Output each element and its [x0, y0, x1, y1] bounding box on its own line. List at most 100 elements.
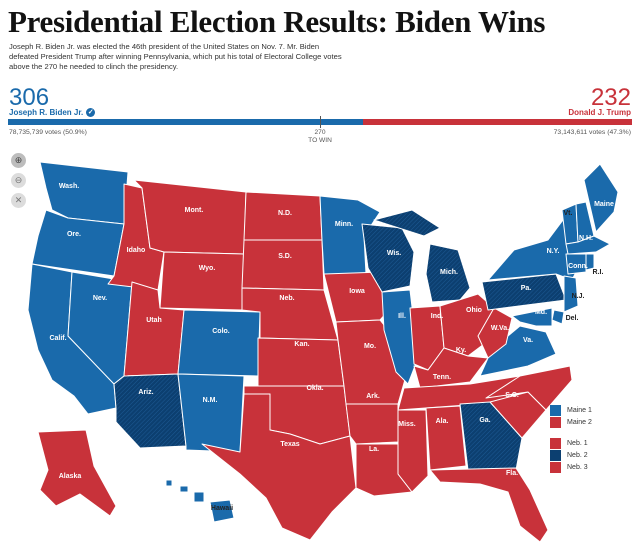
state-label-md: Md.	[535, 309, 547, 316]
state-label-il: Ill.	[398, 313, 406, 320]
state-label-nm: N.M.	[203, 397, 218, 404]
state-label-mo: Mo.	[364, 343, 376, 350]
state-label-ny: N.Y.	[547, 248, 560, 255]
state-label-ia: Iowa	[349, 288, 365, 295]
state-label-fl: Fla.	[506, 470, 518, 477]
state-label-de: Del.	[566, 315, 579, 322]
state-label-wa: Wash.	[59, 183, 79, 190]
state-fl[interactable]	[429, 467, 549, 542]
biden-bar-segment	[8, 119, 363, 125]
check-icon: ✓	[86, 108, 96, 117]
zoom-out-button[interactable]: ⊖	[11, 173, 26, 188]
state-mt[interactable]	[133, 179, 247, 255]
state-label-or: Ore.	[67, 231, 81, 238]
split-vote-legend: Maine 1 Maine 2 Neb. 1 Neb. 2 Neb. 3	[550, 404, 632, 473]
state-label-in: Ind.	[431, 313, 443, 320]
zoom-out-icon: ⊖	[14, 175, 23, 185]
electoral-vote-bar	[8, 119, 632, 125]
legend-label: Neb. 2	[567, 451, 588, 459]
state-md[interactable]	[511, 307, 553, 327]
state-al[interactable]	[425, 405, 467, 471]
state-de[interactable]	[551, 309, 565, 325]
state-label-nv: Nev.	[93, 295, 107, 302]
state-wy[interactable]	[159, 251, 245, 311]
state-nj[interactable]	[563, 275, 579, 313]
state-label-ut: Utah	[146, 317, 162, 324]
state-az[interactable]	[113, 373, 187, 449]
to-win-marker	[320, 116, 321, 128]
zoom-in-icon: ⊕	[14, 155, 23, 165]
state-ri[interactable]	[585, 253, 595, 271]
legend-swatch	[550, 437, 561, 449]
state-label-ak: Alaska	[59, 473, 82, 480]
legend-label: Maine 2	[567, 418, 592, 426]
close-icon: ✕	[14, 195, 23, 205]
state-hi[interactable]	[165, 479, 235, 523]
state-ak[interactable]	[37, 429, 117, 517]
state-label-wy: Wyo.	[199, 265, 216, 272]
state-label-ca: Calif.	[49, 335, 66, 342]
state-me[interactable]	[583, 163, 619, 233]
state-label-ok: Okla.	[306, 385, 323, 392]
legend-label: Neb. 1	[567, 439, 588, 447]
state-ar[interactable]	[345, 403, 399, 445]
state-label-la: La.	[369, 446, 379, 453]
zoom-in-button[interactable]: ⊕	[11, 153, 26, 168]
state-label-ga: Ga.	[479, 417, 490, 424]
election-map: Wash. Ore. Calif. Nev. Idaho Mont. Wyo. Utah Ari…	[27, 161, 619, 542]
legend-swatch	[550, 449, 561, 461]
state-label-ct: Conn.	[568, 263, 588, 270]
state-label-ar: Ark.	[366, 393, 380, 400]
state-label-vt: Vt.	[564, 210, 573, 217]
biden-electoral-votes: 306	[9, 84, 50, 111]
state-label-ks: Kan.	[294, 341, 309, 348]
state-label-tn: Tenn.	[433, 374, 451, 381]
legend-swatch	[550, 461, 561, 473]
summary-text: Joseph R. Biden Jr. was elected the 46th…	[9, 42, 342, 71]
trump-bar-segment	[362, 119, 632, 125]
state-nc[interactable]	[485, 365, 573, 411]
reset-button[interactable]: ✕	[11, 193, 26, 208]
state-il[interactable]	[381, 289, 419, 385]
state-label-az: Ariz.	[138, 389, 153, 396]
state-label-me: Maine	[594, 201, 614, 208]
state-ga[interactable]	[459, 401, 523, 471]
state-label-hi: Hawaii	[211, 505, 233, 512]
state-label-tx: Texas	[280, 441, 299, 448]
to-win-label: 270 TO WIN	[300, 129, 340, 144]
state-label-sc: S.C.	[505, 392, 519, 399]
state-label-mt: Mont.	[185, 207, 204, 214]
state-ct[interactable]	[565, 253, 587, 275]
state-co[interactable]	[177, 309, 261, 377]
state-label-ky: Ky.	[456, 347, 466, 354]
state-label-ms: Miss.	[398, 421, 416, 428]
state-mn[interactable]	[319, 195, 381, 275]
state-label-va: Va.	[523, 337, 533, 344]
state-sd[interactable]	[241, 239, 325, 291]
trump-popular-vote: 73,143,611 votes (47.3%)	[553, 129, 631, 136]
to-win-number: 270	[314, 129, 326, 136]
state-label-mi: Mich.	[440, 269, 458, 276]
state-nm[interactable]	[177, 373, 245, 453]
legend-item: Maine 2	[550, 416, 632, 428]
trump-electoral-votes: 232	[590, 84, 631, 111]
state-label-sd: S.D.	[278, 253, 292, 260]
state-label-ri: R.I.	[593, 269, 604, 276]
legend-item: Maine 1	[550, 404, 632, 416]
state-wv[interactable]	[477, 307, 513, 359]
page-title: Presidential Election Results: Biden Win…	[8, 4, 546, 39]
biden-name: Joseph R. Biden Jr. ✓	[9, 108, 96, 117]
state-label-wv: W.Va.	[491, 325, 509, 332]
trump-name: Donald J. Trump	[568, 108, 631, 117]
state-tx[interactable]	[201, 393, 357, 541]
state-ms[interactable]	[397, 409, 429, 493]
legend-label: Maine 1	[567, 406, 592, 414]
state-label-ma: Mass.	[598, 250, 618, 257]
state-label-co: Colo.	[212, 328, 230, 335]
state-label-ne: Neb.	[279, 295, 294, 302]
state-label-oh: Ohio	[466, 307, 482, 314]
biden-popular-vote: 78,735,739 votes (50.9%)	[9, 129, 87, 136]
legend-swatch	[550, 404, 561, 416]
legend-item: Neb. 2	[550, 449, 632, 461]
state-label-nh: N.H.	[579, 235, 593, 242]
